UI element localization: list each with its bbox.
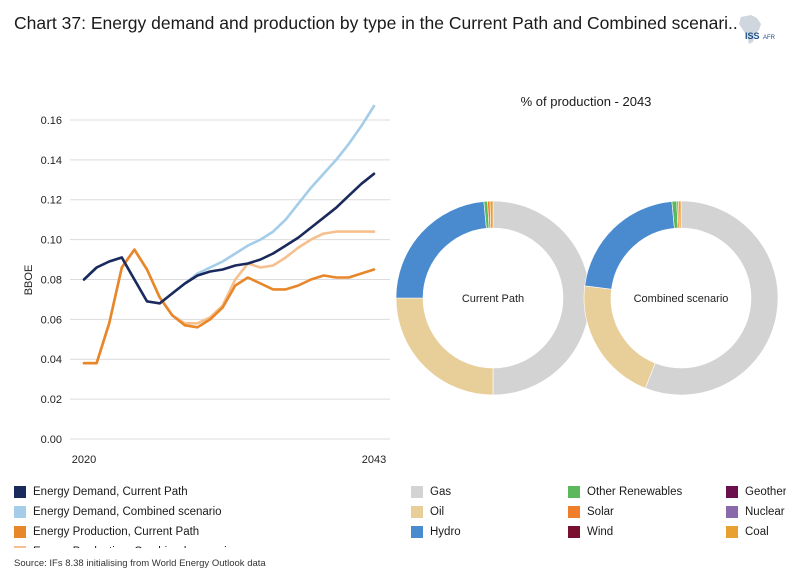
donut-slice-coal [489, 200, 494, 229]
series-line-energy-demand-combined-scenario [82, 104, 376, 305]
y-tick-label: 0.12 [41, 195, 62, 207]
legend-item: Other Renewables [568, 486, 682, 498]
legend-swatch [14, 546, 26, 548]
legend-label: Wind [587, 526, 614, 538]
legend-item: Solar [568, 506, 614, 518]
y-tick-label: 0.04 [41, 354, 62, 366]
source-note: Source: IFs 8.38 initialising from World… [14, 558, 266, 569]
legend-swatch [411, 486, 423, 498]
y-tick-label: 0.14 [41, 155, 62, 167]
chart-title: Chart 37: Energy demand and production b… [14, 13, 738, 33]
y-tick-label: 0.08 [41, 274, 62, 286]
legend-label: Solar [587, 506, 614, 518]
y-tick-label: 0.10 [41, 235, 62, 247]
legend-item: Hydro [411, 526, 461, 538]
legend-item: Nuclear [726, 506, 785, 518]
legend-label: Coal [745, 526, 769, 538]
legend-swatch [568, 526, 580, 538]
legend-item: Energy Demand, Combined scenario [14, 506, 222, 518]
donut-slice-coal [678, 200, 682, 229]
donut-slice-hydro [584, 201, 675, 290]
legend-swatch [726, 506, 738, 518]
y-tick-label: 0.02 [41, 394, 62, 406]
legend-item: Oil [411, 506, 444, 518]
legend-swatch [568, 506, 580, 518]
legend-swatch [568, 486, 580, 498]
legend-swatch [726, 526, 738, 538]
legend-item: Energy Demand, Current Path [14, 486, 188, 498]
line-legend: Energy Demand, Current Path Energy Demand… [14, 486, 394, 548]
legend-item: Coal [726, 526, 769, 538]
legend-item: Wind [568, 526, 613, 538]
x-tick-label: 2043 [362, 454, 386, 466]
legend-item: Energy Production, Combined scenario [14, 546, 233, 548]
legend-label: Geothermal [745, 486, 786, 498]
x-tick-label: 2020 [72, 454, 96, 466]
donut-charts: Current Path Combined scenario [395, 200, 779, 396]
legend-label: Energy Demand, Combined scenario [33, 506, 222, 518]
donut-slice-oil [395, 297, 494, 396]
legend-swatch [14, 526, 26, 538]
iss-africa-logo: ISS AFR [739, 15, 776, 44]
legend-item: Geothermal [726, 486, 786, 498]
legend-swatch [411, 526, 423, 538]
legend-label: Gas [430, 486, 452, 498]
y-tick-label: 0.00 [41, 434, 62, 446]
legend-item: Gas [411, 486, 451, 498]
line-chart: 0.16 0.14 0.12 0.10 0.08 0.06 0.04 0.02 0.00 BBOE… [23, 104, 390, 466]
donut-chart-title: % of production - 2043 [520, 94, 652, 109]
legend-label: Hydro [430, 526, 461, 538]
legend-label: Energy Production, Current Path [33, 526, 200, 538]
series-line-energy-demand-current-path [82, 172, 376, 305]
y-tick-label: 0.16 [41, 115, 62, 127]
legend-swatch [411, 506, 423, 518]
africa-map-icon [739, 15, 761, 44]
series-line-energy-production-current-path [82, 248, 376, 365]
donut-legend: Gas Oil Hydro Other Renewables Solar Wind Geot… [411, 486, 786, 548]
legend-swatch [14, 506, 26, 518]
donut-slice-hydro [395, 201, 487, 299]
y-tick-label: 0.06 [41, 314, 62, 326]
svg-text:ISS: ISS [745, 31, 760, 41]
legend-item: Energy Production, Current Path [14, 526, 199, 538]
legend-label: Other Renewables [587, 486, 683, 498]
legend-label: Nuclear [745, 506, 785, 518]
donut-center-label: Current Path [462, 293, 524, 305]
donut-slice-gas [644, 200, 779, 396]
y-axis-label: BBOE [23, 265, 35, 296]
svg-text:AFR: AFR [763, 35, 776, 41]
legend-label: Oil [430, 506, 445, 518]
legend-swatch [14, 486, 26, 498]
donut-slice-gas [492, 200, 591, 396]
legend-label: Energy Demand, Current Path [33, 486, 188, 498]
donut-center-label: Combined scenario [634, 293, 729, 305]
legend-swatch [726, 486, 738, 498]
legend-label: Energy Production, Combined scenario [33, 546, 233, 548]
